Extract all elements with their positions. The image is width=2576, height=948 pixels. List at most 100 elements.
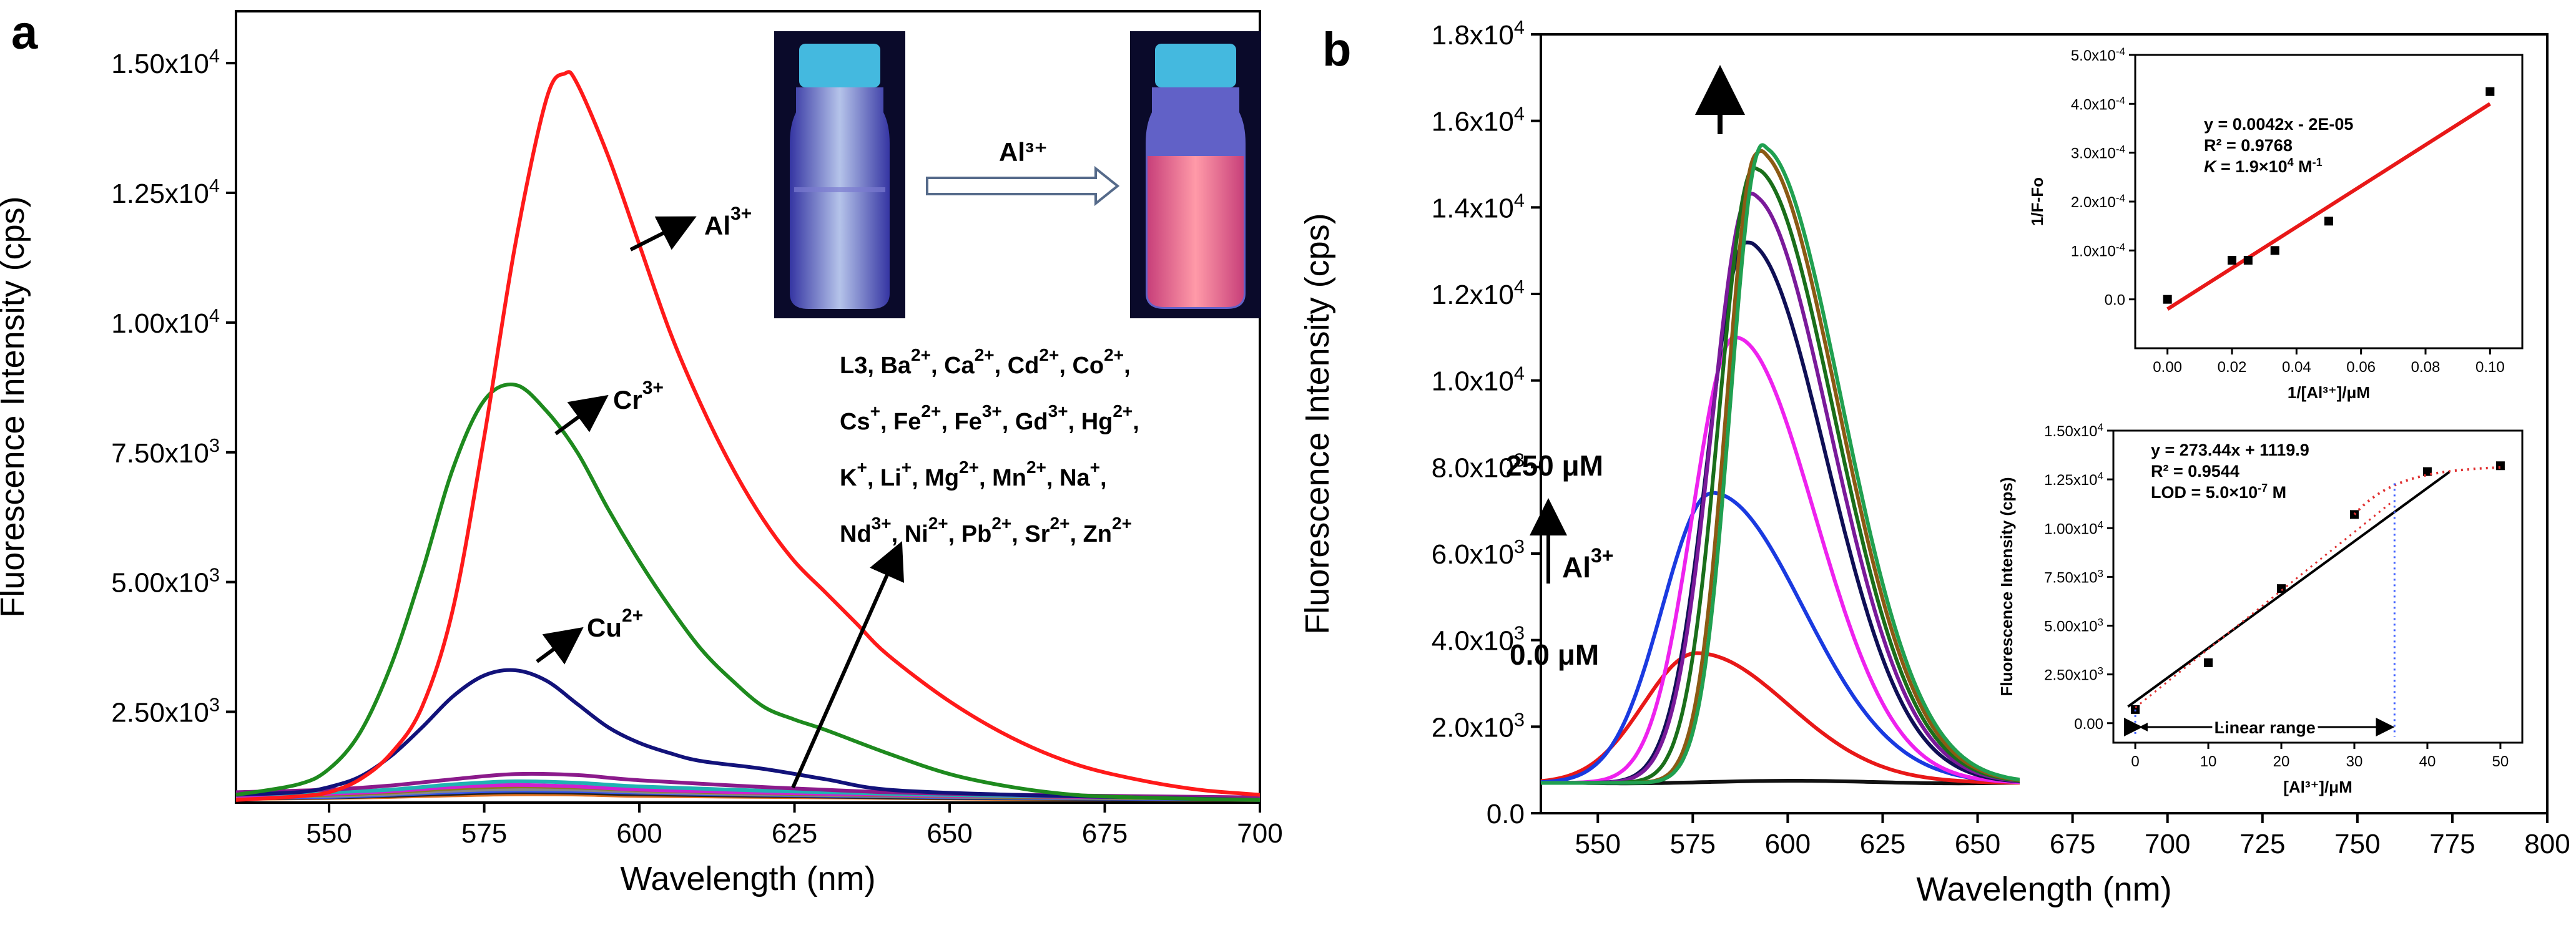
inset-x-axis-title: 1/[Al³⁺]/μM <box>2288 383 2370 402</box>
inset-y-tick-mantissa: 5.0x10 <box>2071 47 2116 64</box>
inset-y-tick-mantissa: 2.50x10 <box>2044 667 2097 684</box>
panel-a-letter: a <box>11 6 38 59</box>
x-tick-label: 700 <box>1237 818 1282 849</box>
inset-y-tick-mantissa: 2.0x10 <box>2071 194 2116 211</box>
panel-a: a 550 575 600 625 650 675 7002.50x1035.00x1037… <box>0 6 1283 897</box>
y-tick-label-exponent: 4 <box>1514 363 1525 384</box>
data-point <box>2163 295 2172 304</box>
y-tick-label: 8.0x103 <box>1432 449 1525 483</box>
ion-charge: 2+ <box>1113 401 1133 421</box>
fit-equation-line: LOD = 5.0×10-7 M <box>2151 482 2286 502</box>
y-tick-label-exponent: 3 <box>209 434 220 456</box>
ion-name: , <box>1124 353 1131 379</box>
data-point <box>2277 584 2286 594</box>
cu-label: Cu <box>587 613 622 642</box>
ion-name: , Fe <box>941 409 981 435</box>
ion-charge: 2+ <box>1039 345 1059 364</box>
y-tick-label-exponent: 3 <box>1514 708 1525 730</box>
y-tick-label-mantissa: 5.00x10 <box>111 568 209 599</box>
inset-y-tick-exponent: -4 <box>2116 94 2125 106</box>
cu-charge: 2+ <box>622 605 643 626</box>
series-line-cu2 <box>235 668 1261 802</box>
x-tick-label: 675 <box>2050 829 2095 859</box>
y-tick-label-exponent: 3 <box>1514 622 1525 644</box>
linear-range-label: Linear range <box>2215 718 2316 737</box>
y-tick-label-mantissa: 2.50x10 <box>111 697 209 728</box>
inset-y-tick-label: 3.0x10-4 <box>2071 144 2125 162</box>
label-al: Al <box>1562 551 1591 584</box>
ion-charge: 2+ <box>1112 514 1132 533</box>
ion-name: , Ca <box>931 353 975 379</box>
y-tick-label-exponent: 4 <box>209 45 220 67</box>
inset-y-tick-exponent: 4 <box>2098 470 2103 482</box>
al-label: Al <box>704 211 730 240</box>
inset-y-tick-exponent: -4 <box>2116 144 2125 155</box>
label-250uM: 250 μM <box>1506 449 1603 482</box>
ion-name: , Co <box>1059 353 1104 379</box>
label-0uM: 0.0 μM <box>1510 638 1599 671</box>
inset-x-tick-label: 0.02 <box>2218 359 2247 376</box>
x-tick-label: 600 <box>616 818 662 849</box>
y-tick-label-exponent: 4 <box>209 175 220 197</box>
cuvette-after-image <box>1130 31 1261 318</box>
cr-charge: 3+ <box>642 378 664 398</box>
y-tick-label-mantissa: 1.25x10 <box>111 178 209 209</box>
y-tick-label: 1.6x104 <box>1432 103 1525 137</box>
cr-annotation: Cr3+ <box>554 378 664 436</box>
ion-name: , Mn <box>979 465 1026 491</box>
data-point <box>2204 658 2213 667</box>
fit-equation-line: R² = 0.9768 <box>2204 136 2293 155</box>
inset-y-tick-label: 5.00x103 <box>2044 617 2103 635</box>
panel-a-plot-area: 550 575 600 625 650 675 7002.50x1035.00x1037.5… <box>0 10 1283 897</box>
svg-text:Al3+: Al3+ <box>1562 544 1613 584</box>
y-tick-label-mantissa: 1.50x10 <box>111 49 209 79</box>
x-tick-label: 800 <box>2524 829 2570 859</box>
inset-x-tick-label: 10 <box>2200 753 2217 770</box>
ion-name: , Li <box>867 465 902 491</box>
inset-y-tick-exponent: 4 <box>2098 421 2103 433</box>
inset-y-tick-label: 7.50x103 <box>2044 567 2103 586</box>
x-tick-label: 600 <box>1765 829 1811 859</box>
ion-charge: 3+ <box>872 514 892 533</box>
saturation-curve <box>2353 466 2501 516</box>
y-tick-label: 4.0x103 <box>1432 622 1525 657</box>
y-tick-label-exponent: 4 <box>209 305 220 326</box>
ion-name: , <box>1133 409 1139 435</box>
ion-list-line: K+, Li+, Mg2+, Mn2+, Na+, <box>840 457 1107 491</box>
ion-charge: + <box>1090 457 1100 477</box>
inset-linear-range: 0 10 20 30 40 500.002.50x1035.00x1037.50x1031… <box>1997 412 2535 811</box>
inset-y-tick-label: 0.0 <box>2105 292 2125 309</box>
inset-y-tick-label: 1.0x10-4 <box>2071 241 2125 260</box>
inset-y-tick-label: 1.00x104 <box>2044 519 2103 537</box>
x-tick-label: 575 <box>1670 829 1716 859</box>
fit-line <box>2166 102 2491 311</box>
inset-x-tick-label: 30 <box>2346 753 2363 770</box>
inset-y-tick-mantissa: 0.0 <box>2105 292 2125 309</box>
x-tick-label: 775 <box>2429 829 2475 859</box>
x-tick-label: 650 <box>927 818 972 849</box>
fit-equation-text: y = 273.44x + 1119.9 <box>2151 441 2309 459</box>
k-unit-exponent: -1 <box>2313 156 2323 169</box>
k-exponent: 4 <box>2288 156 2294 169</box>
cuvette-before-image <box>774 31 905 318</box>
inset-y-tick-label: 1.25x104 <box>2044 470 2103 489</box>
y-tick-label: 2.0x103 <box>1432 708 1525 743</box>
svg-text:Cr3+: Cr3+ <box>613 378 664 414</box>
y-tick-label: 1.00x104 <box>111 305 220 339</box>
k-value: = 1.9×10 <box>2216 157 2288 176</box>
inset-x-axis-title: [Al³⁺]/μM <box>2283 778 2352 796</box>
y-tick-label: 6.0x103 <box>1432 535 1525 570</box>
y-tick-label-mantissa: 1.6x10 <box>1432 107 1514 137</box>
inset-x-tick-label: 0.06 <box>2346 359 2376 376</box>
k-symbol: K <box>2204 157 2218 176</box>
data-point <box>2228 256 2236 265</box>
inset-y-tick-exponent: -4 <box>2116 192 2125 204</box>
b-plot-frame <box>1540 33 2549 814</box>
panel-b-letter: b <box>1322 23 1351 76</box>
ion-charge: 2+ <box>1026 457 1046 477</box>
inset-y-tick-exponent: -4 <box>2116 241 2125 253</box>
y-tick-label: 1.2x104 <box>1432 276 1525 310</box>
x-tick-label: 725 <box>2239 829 2285 859</box>
x-tick-label: 750 <box>2334 829 2380 859</box>
fit-equation-line: y = 273.44x + 1119.9 <box>2151 441 2309 459</box>
